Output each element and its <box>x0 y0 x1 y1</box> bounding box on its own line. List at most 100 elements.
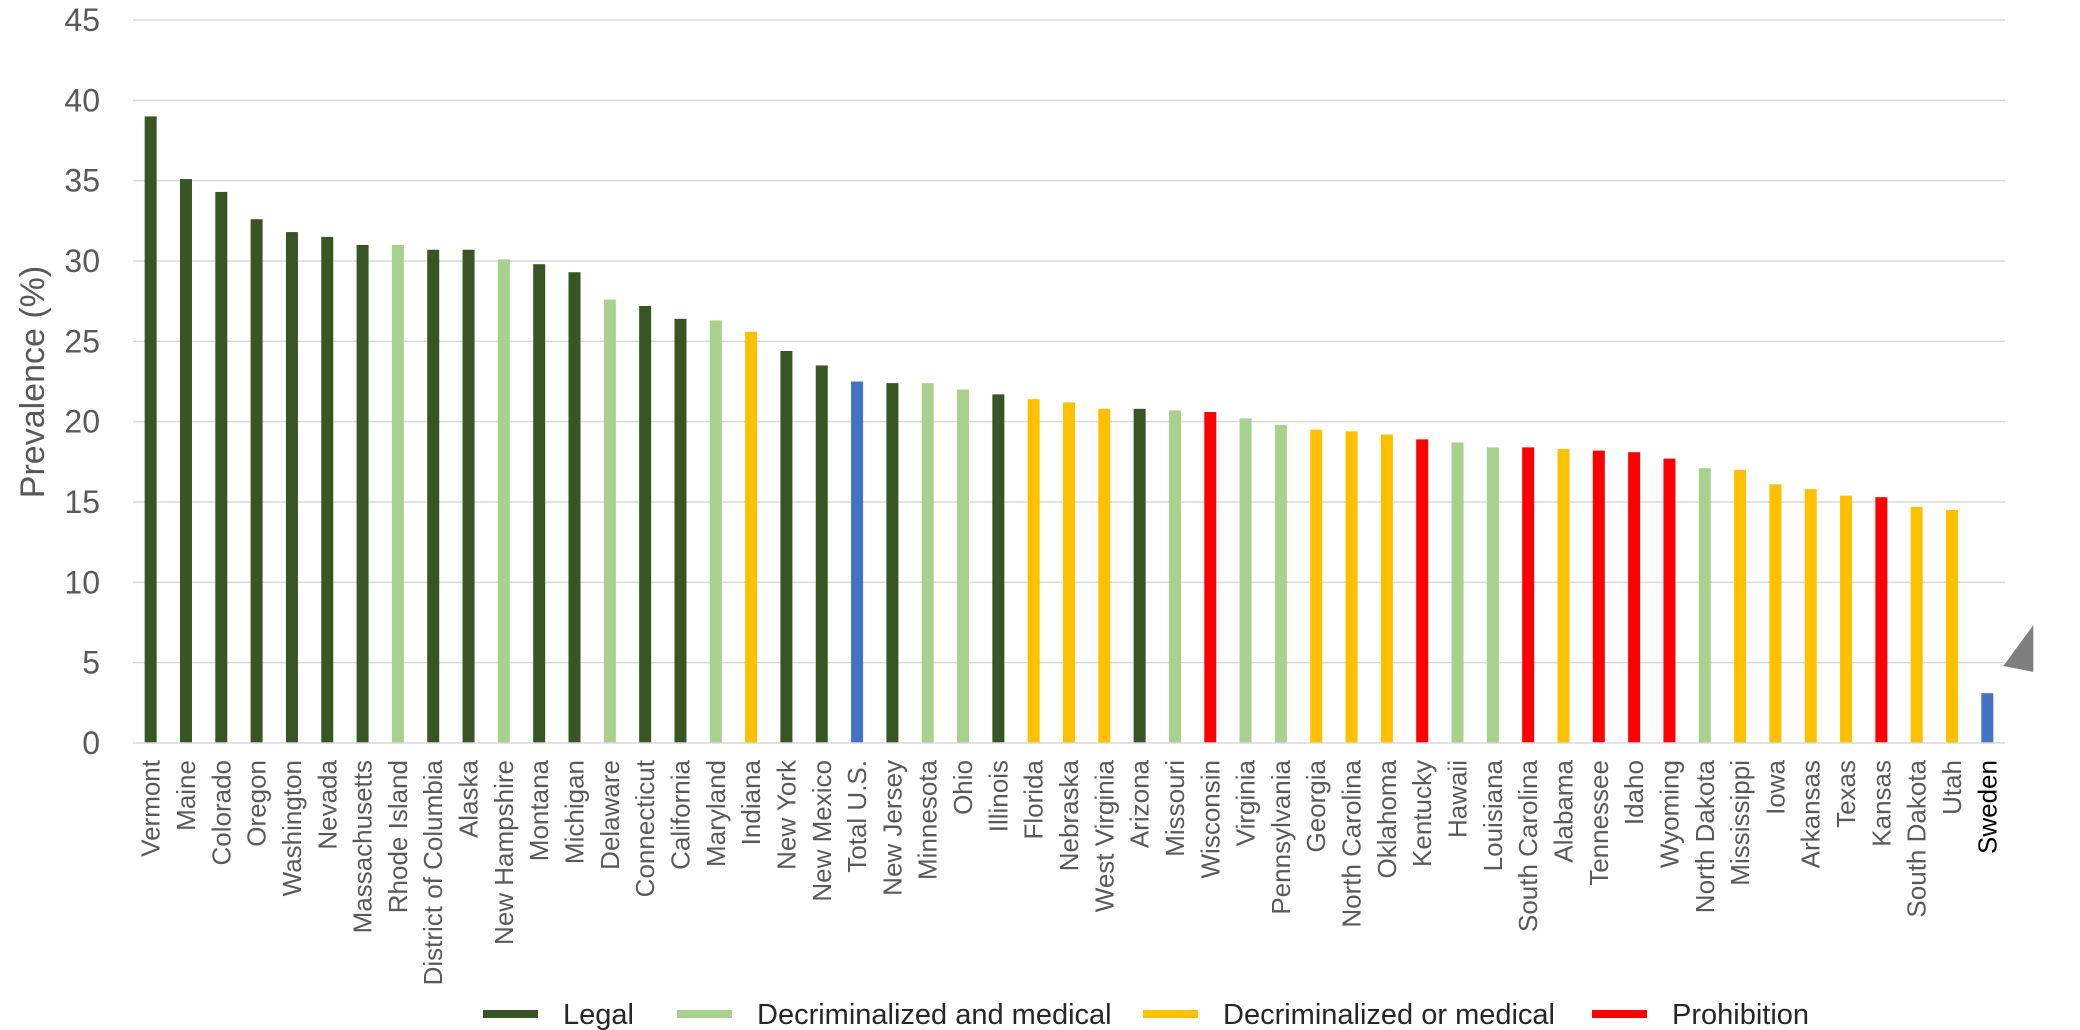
x-tick-label: Pennsylvania <box>1266 759 1296 914</box>
y-axis-label: Prevalence (%) <box>14 266 52 498</box>
x-tick-label: Montana <box>524 759 554 861</box>
bar-massachusetts <box>356 244 369 743</box>
x-tick-label: Louisiana <box>1478 759 1508 871</box>
x-tick-label: Hawaii <box>1443 760 1473 838</box>
bar-wyoming <box>1663 458 1676 743</box>
x-tick-label: California <box>665 759 695 869</box>
bar-illinois <box>992 394 1005 743</box>
bar-alabama <box>1557 448 1570 743</box>
bar-indiana <box>745 331 758 743</box>
x-tick-label: Missouri <box>1160 760 1190 857</box>
x-tick-label: Colorado <box>206 760 236 866</box>
bar-north-carolina <box>1345 431 1358 743</box>
sweden-pointer-icon <box>2003 625 2034 672</box>
bar-north-dakota <box>1698 468 1711 743</box>
x-tick-label: Vermont <box>136 759 166 857</box>
bar-delaware <box>603 299 616 743</box>
x-tick-label: Alabama <box>1548 759 1578 862</box>
bar-oklahoma <box>1380 434 1393 743</box>
bar-iowa <box>1769 484 1782 743</box>
x-tick-label: Utah <box>1937 760 1967 815</box>
y-tick-label: 40 <box>64 82 100 118</box>
bar-michigan <box>568 272 581 743</box>
x-tick-label: North Dakota <box>1690 759 1720 913</box>
bar-ohio <box>957 389 970 743</box>
bar-new-jersey <box>886 383 899 743</box>
x-tick-label: Oklahoma <box>1372 759 1402 878</box>
x-tick-label: Virginia <box>1231 759 1261 846</box>
x-tick-label: Idaho <box>1619 760 1649 825</box>
y-tick-label: 10 <box>64 564 100 600</box>
bar-new-york <box>780 350 793 743</box>
bar-virginia <box>1239 418 1252 743</box>
x-tick-label: Total U.S. <box>842 760 872 873</box>
x-tick-label: Wyoming <box>1654 760 1684 868</box>
bar-tennessee <box>1592 450 1605 743</box>
x-tick-label: Arkansas <box>1796 760 1826 868</box>
x-tick-label: Texas <box>1831 760 1861 828</box>
bar-mississippi <box>1734 469 1747 743</box>
x-tick-label: Washington <box>277 760 307 896</box>
bar-sweden <box>1981 693 1994 743</box>
y-tick-label: 35 <box>64 163 100 199</box>
x-tick-label: North Carolina <box>1337 759 1367 927</box>
bar-idaho <box>1628 452 1641 743</box>
x-tick-label: Rhode Island <box>383 760 413 913</box>
bar-texas <box>1840 495 1853 743</box>
x-tick-label: New Mexico <box>807 760 837 902</box>
bar-montana <box>533 264 546 743</box>
bar-south-carolina <box>1522 447 1535 743</box>
x-axis-labels: Vermont Maine Colorado Oregon Washington Neva… <box>136 759 2003 985</box>
bar-maine <box>179 179 192 743</box>
x-tick-label: Oregon <box>242 760 272 847</box>
x-tick-label: Nevada <box>312 759 342 849</box>
bar-wisconsin <box>1204 412 1217 743</box>
bar-total-u-s- <box>851 381 864 743</box>
x-tick-label: Wisconsin <box>1195 760 1225 878</box>
x-tick-label: Connecticut <box>630 759 660 897</box>
bar-nebraska <box>1063 402 1075 743</box>
x-tick-label: Alaska <box>454 759 484 838</box>
x-tick-label: District of Columbia <box>418 759 448 985</box>
x-tick-label: Iowa <box>1760 759 1790 814</box>
legend-label: Prohibition <box>1672 999 1809 1030</box>
x-tick-label: New York <box>771 759 801 870</box>
bar-west-virginia <box>1098 408 1111 743</box>
x-tick-label: Arizona <box>1125 759 1155 848</box>
y-tick-label: 30 <box>64 243 100 279</box>
bar-utah <box>1946 510 1959 743</box>
x-tick-label: Illinois <box>983 760 1013 832</box>
legend-label: Decriminalized and medical <box>757 999 1112 1030</box>
y-tick-label: 25 <box>64 323 100 359</box>
x-tick-label: Sweden <box>1972 760 2002 854</box>
x-tick-label: Nebraska <box>1054 759 1084 871</box>
y-tick-label: 20 <box>64 404 100 440</box>
x-tick-label: Maryland <box>701 760 731 867</box>
x-tick-label: Delaware <box>595 760 625 870</box>
x-tick-label: New Hampshire <box>489 760 519 945</box>
bar-south-dakota <box>1910 506 1923 743</box>
bar-pennsylvania <box>1274 424 1287 743</box>
x-tick-label: Tennessee <box>1584 760 1614 886</box>
x-tick-label: Maine <box>171 760 201 831</box>
bar-arkansas <box>1804 489 1817 743</box>
bar-georgia <box>1310 429 1323 743</box>
x-tick-label: Michigan <box>560 760 590 864</box>
bar-nevada <box>321 236 334 743</box>
bar-washington <box>285 232 298 743</box>
bar-new-mexico <box>815 365 828 743</box>
x-tick-label: New Jersey <box>877 760 907 896</box>
x-tick-label: Massachusetts <box>348 760 378 933</box>
bar-kansas <box>1875 497 1888 743</box>
bar-new-hampshire <box>497 259 510 743</box>
bars <box>144 116 1994 743</box>
legend: Legal Decriminalized and medical Decrimina… <box>483 999 1809 1030</box>
bar-connecticut <box>639 305 652 743</box>
bar-arizona <box>1133 408 1146 743</box>
x-tick-label: South Dakota <box>1902 759 1932 917</box>
legend-swatch <box>677 1010 732 1018</box>
y-tick-label: 45 <box>64 2 100 38</box>
x-tick-label: Mississippi <box>1725 760 1755 886</box>
x-tick-label: Georgia <box>1301 759 1331 852</box>
